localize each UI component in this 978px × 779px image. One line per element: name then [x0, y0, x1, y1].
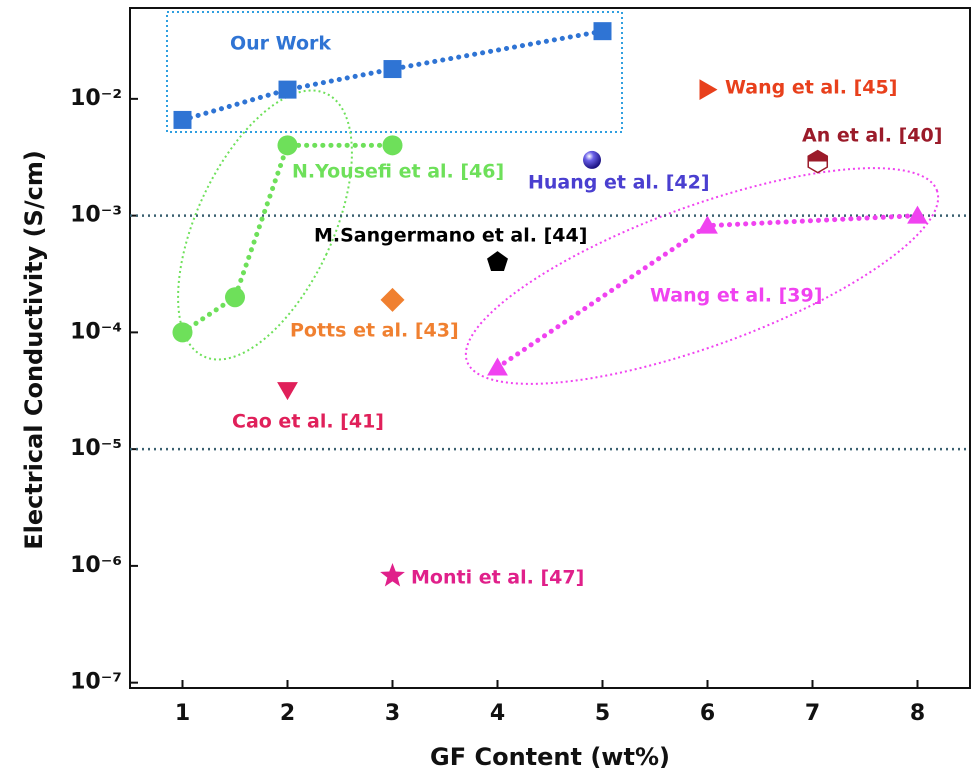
y-tick-label: 10⁻² — [70, 86, 122, 111]
marker — [277, 382, 298, 401]
series-line — [180, 28, 605, 123]
y-tick-label: 10⁻⁶ — [70, 553, 122, 578]
marker — [383, 60, 402, 79]
series-label: M.Sangermano et al. [44] — [314, 225, 587, 247]
x-tick-label: 3 — [385, 701, 400, 726]
series-label: Wang et al. [45] — [725, 77, 897, 99]
y-tick-label: 10⁻³ — [70, 203, 122, 228]
x-axis-title: GF Content (wt%) — [430, 743, 670, 771]
x-tick-label: 1 — [175, 701, 190, 726]
marker — [697, 215, 718, 234]
marker — [173, 110, 192, 129]
marker — [487, 251, 508, 271]
marker — [277, 135, 298, 156]
x-tick-label: 2 — [280, 701, 295, 726]
marker — [907, 205, 928, 224]
series-label: N.Yousefi et al. [46] — [292, 161, 504, 183]
marker — [583, 150, 601, 169]
marker — [807, 149, 829, 174]
series-line — [180, 142, 395, 335]
series-label: Monti et al. [47] — [411, 567, 584, 589]
marker — [699, 79, 718, 101]
marker — [278, 80, 297, 99]
y-tick-label: 10⁻⁷ — [70, 670, 122, 695]
plot-frame — [129, 7, 971, 689]
series-label: An et al. [40] — [802, 125, 942, 147]
marker — [172, 322, 193, 343]
x-tick-label: 4 — [490, 701, 505, 726]
y-axis-title: Electrical Conductivity (S/cm) — [20, 150, 48, 550]
marker — [225, 287, 245, 308]
series-label: Cao et al. [41] — [232, 411, 384, 433]
y-tick-label: 10⁻⁴ — [70, 319, 122, 344]
x-tick-label: 5 — [595, 701, 610, 726]
highlight-box — [166, 11, 623, 133]
marker — [380, 562, 405, 587]
y-tick-label: 10⁻⁵ — [70, 436, 122, 461]
x-tick-label: 7 — [805, 701, 820, 726]
series-label: Our Work — [230, 33, 331, 55]
series-label: Wang et al. [39] — [650, 285, 822, 307]
group-ellipse — [177, 89, 353, 361]
marker — [593, 22, 612, 41]
marker — [380, 287, 405, 312]
series-label: Potts et al. [43] — [290, 320, 459, 342]
marker — [382, 135, 403, 156]
x-tick-label: 8 — [910, 701, 925, 726]
group-ellipse — [464, 167, 940, 385]
x-tick-label: 6 — [700, 701, 715, 726]
series-label: Huang et al. [42] — [528, 172, 710, 194]
marker — [487, 357, 508, 376]
